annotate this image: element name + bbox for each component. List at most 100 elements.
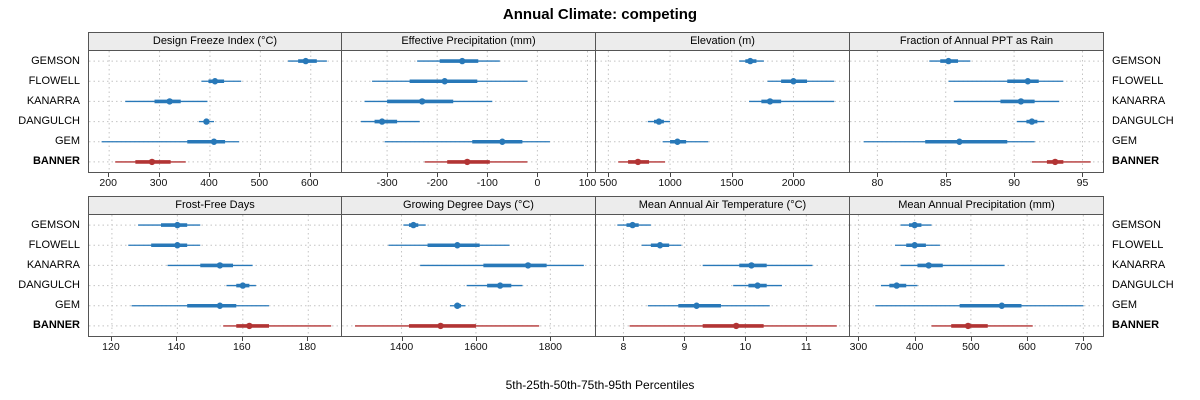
panel-title: Fraction of Annual PPT as Rain	[850, 33, 1103, 51]
median-dot	[246, 322, 253, 330]
tick-mark	[208, 173, 210, 177]
panel-box: Design Freeze Index (°C)	[88, 32, 342, 173]
percentile-interval-plot	[596, 215, 849, 336]
tick-label: 500	[962, 341, 980, 353]
percentile-interval-plot	[89, 51, 341, 172]
panel-box: Effective Precipitation (mm)	[342, 32, 596, 173]
x-axis-ticks: 200 300 400 500 600	[88, 173, 342, 191]
station-label: DANGULCH	[1112, 279, 1174, 292]
station-label: GEM	[54, 299, 80, 312]
station-label: BANNER	[1112, 319, 1160, 332]
x-axis-ticks: 120 140 160 180	[88, 337, 342, 355]
median-dot	[302, 57, 309, 65]
x-axis-ticks: -300 -200 -100 0 100	[342, 173, 596, 191]
tick-label: 400	[905, 341, 924, 353]
panel-title: Mean Annual Precipitation (mm)	[850, 197, 1103, 215]
tick-mark	[587, 173, 589, 177]
tick-mark	[793, 173, 795, 177]
median-dot	[911, 221, 918, 229]
tick-label: 10	[739, 341, 752, 353]
tick-mark	[1027, 337, 1029, 341]
median-dot	[656, 242, 664, 249]
x-axis-ticks: 500 1000 1500 2000	[596, 173, 850, 191]
tick-mark	[745, 337, 747, 341]
y-axis-labels-left: GEMSON FLOWELL KANARRA DANGULCH GEM BANNER	[0, 32, 88, 191]
tick-mark	[1083, 337, 1085, 341]
tick-label: 90	[1008, 177, 1020, 189]
station-label: DANGULCH	[18, 279, 80, 292]
station-label: BANNER	[1112, 155, 1160, 168]
median-dot	[925, 262, 932, 269]
station-label: KANARRA	[1112, 258, 1166, 271]
median-dot	[174, 221, 181, 229]
tick-mark	[537, 173, 539, 177]
median-dot	[441, 78, 448, 85]
panel-plot-area	[850, 215, 1103, 336]
station-label: FLOWELL	[28, 238, 80, 251]
panel-title: Mean Annual Air Temperature (°C)	[596, 197, 849, 215]
median-dot	[629, 221, 636, 229]
panel-plot-area	[850, 51, 1103, 172]
median-dot	[1051, 158, 1059, 166]
panel-title: Effective Precipitation (mm)	[342, 33, 595, 51]
median-dot	[998, 302, 1005, 309]
median-dot	[964, 322, 972, 330]
x-axis-caption: 5th-25th-50th-75th-95th Percentiles	[505, 378, 695, 392]
median-dot	[410, 221, 417, 229]
station-label: DANGULCH	[1112, 115, 1174, 128]
tick-label: 9	[681, 341, 688, 353]
tick-label: 300	[849, 341, 868, 353]
tick-label: 100	[578, 177, 597, 189]
panel-plot-area	[342, 51, 595, 172]
panel-title: Elevation (m)	[596, 33, 849, 51]
percentile-interval-plot	[89, 215, 341, 336]
tick-label: 1000	[658, 177, 682, 189]
station-label: GEMSON	[31, 218, 80, 231]
median-dot	[693, 302, 700, 309]
median-dot	[210, 138, 218, 145]
panel-effective-precipitation: Effective Precipitation (mm) -300 -200 -10…	[342, 32, 596, 191]
tick-mark	[684, 337, 686, 341]
station-label: FLOWELL	[1112, 238, 1164, 251]
tick-mark	[1014, 173, 1016, 177]
median-dot	[733, 322, 740, 330]
tick-label: 160	[233, 341, 251, 353]
median-dot	[1017, 98, 1025, 105]
station-label: FLOWELL	[1112, 74, 1164, 87]
median-dot	[211, 78, 219, 85]
tick-mark	[307, 337, 309, 341]
tick-label: 400	[200, 177, 218, 189]
station-label: GEMSON	[1112, 54, 1161, 67]
panel-box: Mean Annual Precipitation (mm)	[850, 196, 1104, 337]
tick-mark	[158, 173, 160, 177]
tick-label: 500	[250, 177, 269, 189]
panel-mean-annual-air-temperature: Mean Annual Air Temperature (°C) 8 9 10 11	[596, 196, 850, 355]
percentile-interval-plot	[596, 51, 849, 172]
station-label: DANGULCH	[18, 115, 80, 128]
tick-label: 700	[1074, 341, 1093, 353]
tick-mark	[970, 337, 972, 341]
tick-mark	[309, 173, 311, 177]
median-dot	[499, 138, 506, 145]
median-dot	[945, 57, 952, 65]
station-label: KANARRA	[26, 94, 80, 107]
tick-label: 1800	[538, 341, 563, 353]
median-dot	[459, 57, 466, 65]
tick-label: 120	[102, 341, 120, 353]
panel-box: Growing Degree Days (°C)	[342, 196, 596, 337]
tick-label: 600	[1018, 341, 1036, 353]
panel-title: Growing Degree Days (°C)	[342, 197, 595, 215]
median-dot	[655, 118, 663, 125]
tick-label: 300	[149, 177, 168, 189]
median-dot	[524, 262, 532, 269]
median-dot	[378, 118, 386, 125]
y-axis-labels-right: GEMSON FLOWELL KANARRA DANGULCH GEM BANNER	[1104, 196, 1200, 355]
tick-mark	[387, 173, 389, 177]
tick-label: 1600	[464, 341, 488, 353]
x-axis-ticks: 300 400 500 600 700	[850, 337, 1104, 355]
panel-box: Frost-Free Days	[88, 196, 342, 337]
chart-row-bottom: GEMSON FLOWELL KANARRA DANGULCH GEM BANNER Fr…	[0, 196, 1200, 355]
tick-label: 85	[939, 177, 952, 189]
tick-label: 2000	[781, 177, 806, 189]
tick-mark	[858, 337, 860, 341]
